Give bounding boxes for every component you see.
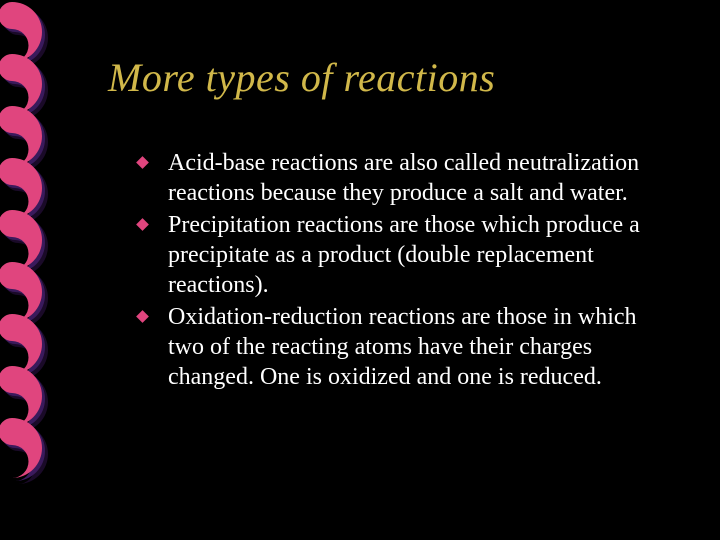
diamond-bullet-icon	[138, 210, 168, 234]
bullet-list: Acid-base reactions are also called neut…	[138, 148, 678, 394]
bullet-text: Acid-base reactions are also called neut…	[168, 148, 678, 208]
diamond-bullet-icon	[138, 148, 168, 172]
bullet-item: Precipitation reactions are those which …	[138, 210, 678, 300]
slide-title: More types of reactions	[108, 54, 495, 101]
diamond-bullet-icon	[138, 302, 168, 326]
bullet-item: Oxidation-reduction reactions are those …	[138, 302, 678, 392]
bullet-text: Precipitation reactions are those which …	[168, 210, 678, 300]
bullet-text: Oxidation-reduction reactions are those …	[168, 302, 678, 392]
decorative-shapes	[0, 0, 100, 540]
bullet-item: Acid-base reactions are also called neut…	[138, 148, 678, 208]
